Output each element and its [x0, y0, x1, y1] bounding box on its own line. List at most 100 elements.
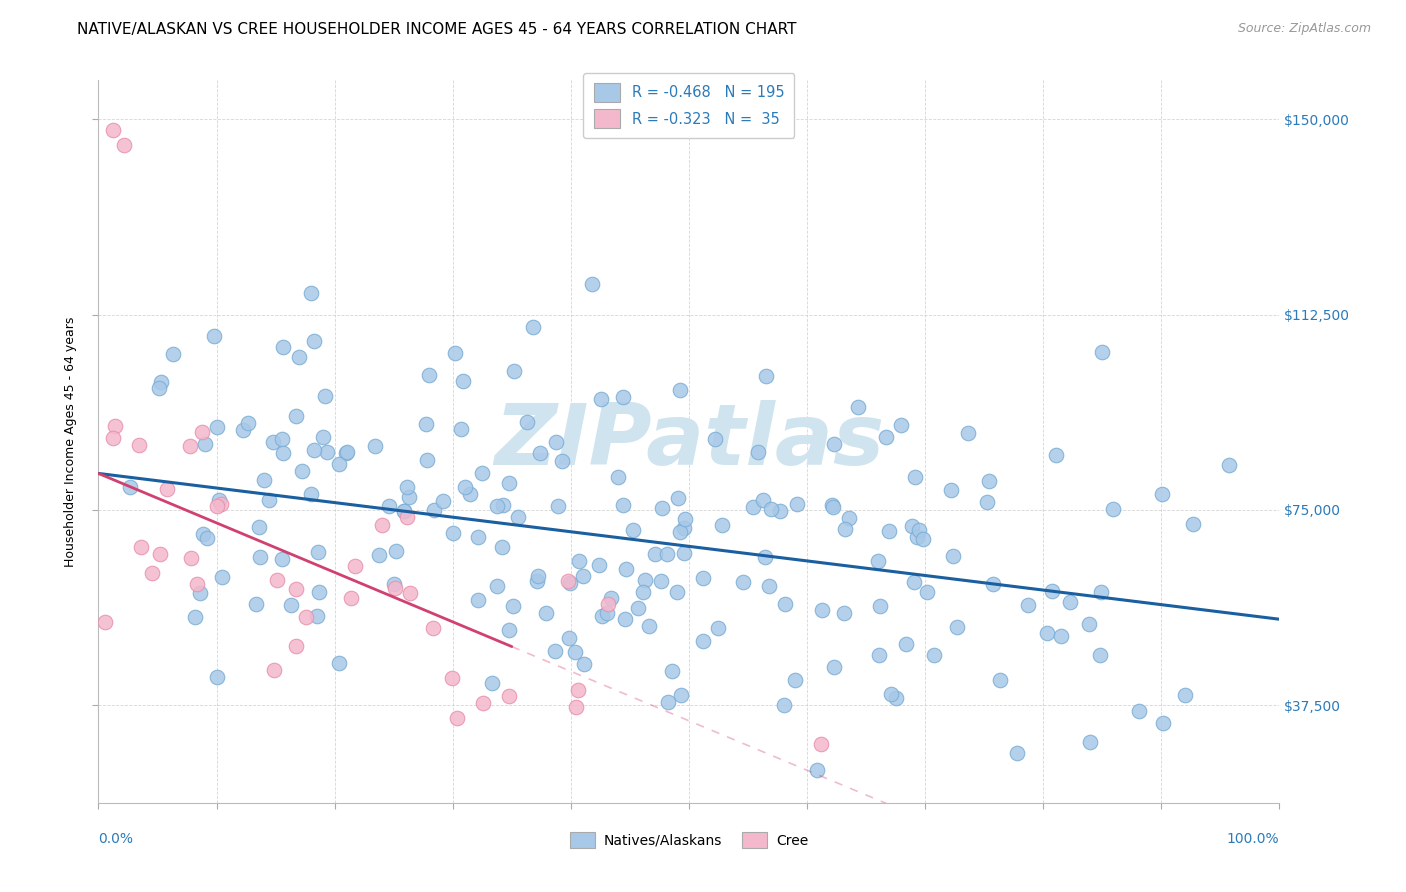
- Point: [328, 458, 350, 472]
- Point: [467, 530, 489, 544]
- Point: [773, 698, 796, 712]
- Point: [112, 138, 135, 153]
- Point: [247, 520, 270, 534]
- Point: [901, 518, 924, 533]
- Point: [598, 597, 620, 611]
- Point: [208, 493, 231, 508]
- Point: [665, 585, 688, 599]
- Point: [191, 425, 214, 439]
- Point: [302, 334, 325, 349]
- Point: [1088, 648, 1111, 662]
- Point: [253, 473, 276, 487]
- Point: [644, 547, 666, 561]
- Point: [392, 504, 415, 518]
- Point: [314, 389, 336, 403]
- Point: [747, 444, 769, 458]
- Point: [673, 521, 696, 535]
- Point: [1128, 704, 1150, 718]
- Point: [846, 400, 869, 414]
- Point: [903, 574, 925, 589]
- Point: [786, 497, 808, 511]
- Point: [692, 634, 714, 648]
- Point: [558, 631, 581, 645]
- Point: [1050, 629, 1073, 643]
- Point: [884, 691, 907, 706]
- Point: [209, 497, 232, 511]
- Point: [945, 620, 967, 634]
- Point: [307, 608, 329, 623]
- Point: [368, 548, 391, 562]
- Point: [572, 569, 595, 583]
- Point: [922, 648, 945, 663]
- Point: [904, 470, 927, 484]
- Point: [485, 499, 508, 513]
- Point: [692, 571, 714, 585]
- Point: [564, 645, 586, 659]
- Point: [733, 574, 755, 589]
- Point: [564, 699, 586, 714]
- Point: [875, 430, 897, 444]
- Point: [832, 606, 855, 620]
- Point: [287, 351, 309, 365]
- Point: [471, 696, 494, 710]
- Point: [634, 573, 657, 587]
- Point: [558, 576, 581, 591]
- Point: [905, 530, 928, 544]
- Point: [291, 464, 314, 478]
- Point: [651, 500, 673, 515]
- Point: [581, 277, 603, 292]
- Point: [671, 688, 693, 702]
- Point: [492, 498, 515, 512]
- Point: [869, 648, 891, 663]
- Point: [141, 566, 163, 580]
- Point: [205, 420, 228, 434]
- Point: [328, 656, 350, 670]
- Point: [205, 670, 228, 684]
- Point: [103, 431, 125, 445]
- Point: [988, 673, 1011, 687]
- Point: [834, 522, 856, 536]
- Point: [633, 584, 655, 599]
- Text: Source: ZipAtlas.com: Source: ZipAtlas.com: [1237, 22, 1371, 36]
- Point: [567, 682, 589, 697]
- Point: [769, 503, 792, 517]
- Point: [211, 569, 233, 583]
- Point: [1077, 616, 1099, 631]
- Point: [503, 364, 526, 378]
- Point: [526, 568, 548, 582]
- Point: [1218, 458, 1240, 472]
- Point: [395, 509, 418, 524]
- Point: [534, 606, 557, 620]
- Point: [915, 585, 938, 599]
- Point: [761, 502, 783, 516]
- Point: [344, 559, 367, 574]
- Point: [673, 511, 696, 525]
- Point: [942, 549, 965, 563]
- Point: [522, 320, 544, 334]
- Point: [285, 639, 308, 653]
- Point: [868, 554, 890, 568]
- Point: [655, 547, 678, 561]
- Point: [440, 672, 463, 686]
- Point: [202, 329, 225, 343]
- Point: [526, 574, 548, 589]
- Point: [869, 599, 891, 613]
- Point: [551, 454, 574, 468]
- Point: [981, 577, 1004, 591]
- Point: [295, 610, 318, 624]
- Point: [441, 526, 464, 541]
- Point: [299, 487, 322, 501]
- Point: [599, 591, 621, 605]
- Text: 100.0%: 100.0%: [1227, 831, 1279, 846]
- Point: [284, 409, 307, 423]
- Point: [378, 500, 401, 514]
- Point: [821, 498, 844, 512]
- Point: [207, 499, 229, 513]
- Point: [758, 579, 780, 593]
- Point: [502, 599, 524, 613]
- Point: [149, 375, 172, 389]
- Point: [454, 480, 477, 494]
- Point: [262, 434, 284, 449]
- Point: [450, 422, 472, 436]
- Point: [162, 347, 184, 361]
